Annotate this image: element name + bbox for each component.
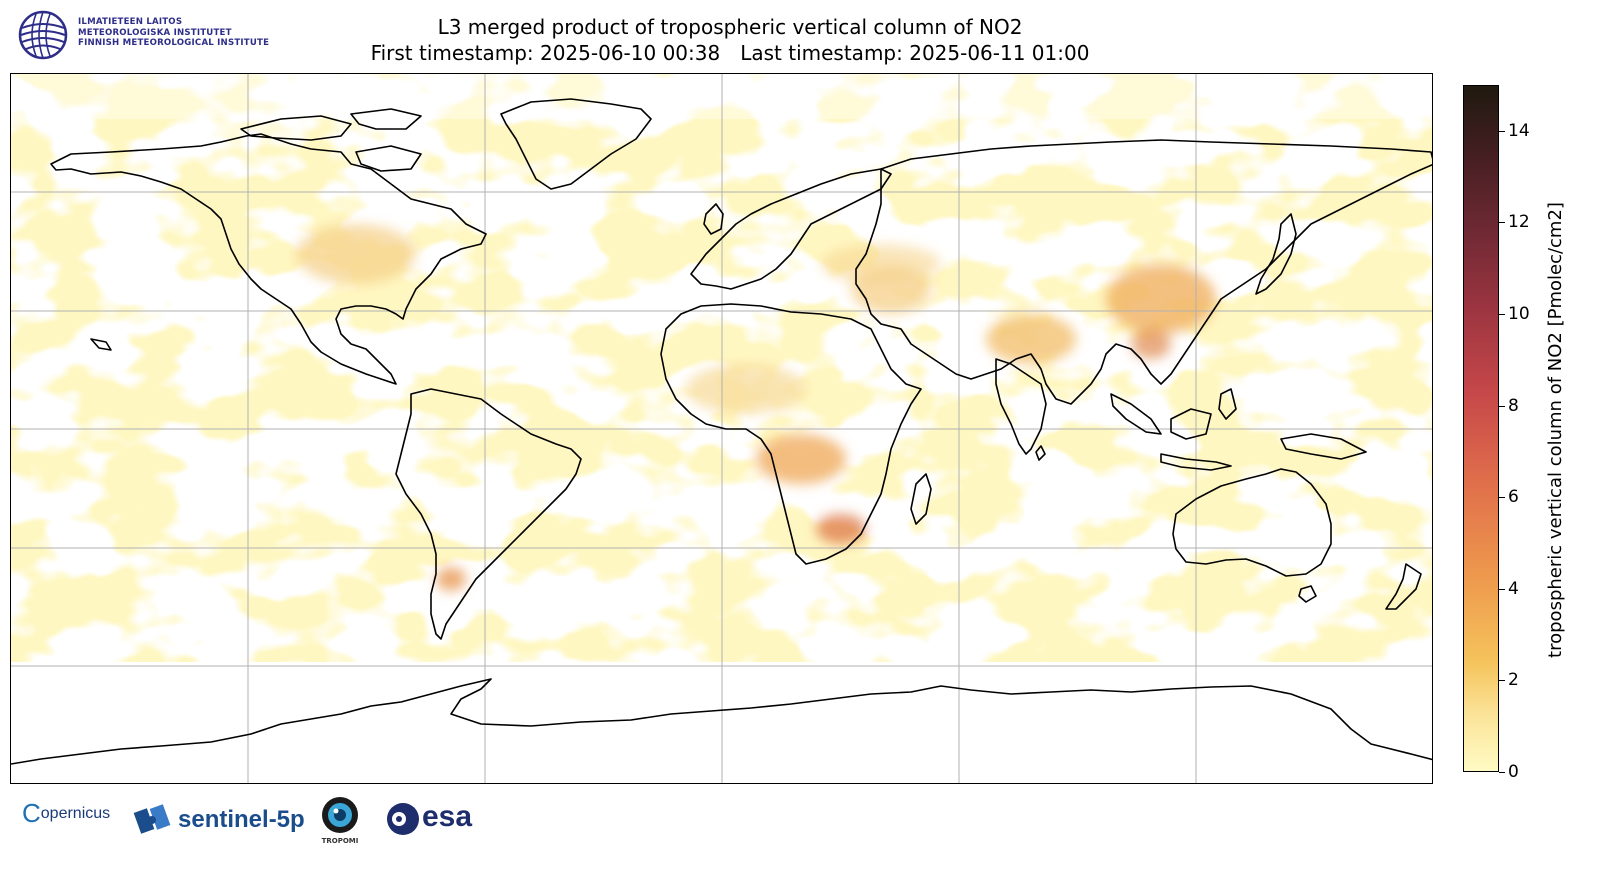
fmi-logo-text: ILMATIETEEN LAITOS METEOROLOGISKA INSTIT…: [78, 17, 270, 48]
copernicus-text: opernicus: [40, 805, 111, 822]
colorbar-tick-label: 4: [1508, 579, 1519, 599]
map-title: L3 merged product of tropospheric vertic…: [0, 14, 1460, 66]
tropomi-eye-icon: [322, 797, 358, 833]
colorbar-tick-mark: [1499, 222, 1505, 223]
colorbar-tick-label: 14: [1508, 121, 1530, 141]
colorbar-title: tropospheric vertical column of NO2 [Pmo…: [1545, 202, 1566, 658]
colorbar-tick-mark: [1499, 497, 1505, 498]
colorbar-tick-label: 12: [1508, 212, 1530, 232]
world-map: [10, 73, 1433, 784]
title-line: L3 merged product of tropospheric vertic…: [437, 15, 1023, 39]
gridlines: [11, 74, 1432, 783]
fmi-emblem-icon: [18, 10, 68, 60]
colorbar-tick-label: 8: [1508, 396, 1519, 416]
copernicus-logo: Copernicus: [22, 798, 110, 829]
fmi-logo: ILMATIETEEN LAITOS METEOROLOGISKA INSTIT…: [18, 10, 308, 60]
no2-hotspots: [296, 224, 1216, 591]
coastlines: [11, 98, 1432, 765]
colorbar-tick-label: 10: [1508, 304, 1530, 324]
esa-e-icon: [387, 803, 419, 835]
colorbar-tick-mark: [1499, 772, 1505, 773]
colorbar-tick-mark: [1499, 589, 1505, 590]
first-timestamp: First timestamp: 2025-06-10 00:38: [370, 41, 721, 65]
colorbar-tick-label: 6: [1508, 487, 1519, 507]
satellite-icon: [133, 804, 171, 834]
last-timestamp: Last timestamp: 2025-06-11 01:00: [740, 41, 1090, 65]
esa-text: esa: [422, 800, 473, 833]
tropomi-logo: TROPOMI: [318, 795, 362, 845]
colorbar-tick-mark: [1499, 314, 1505, 315]
timestamps: First timestamp: 2025-06-10 00:38 Last ti…: [0, 40, 1460, 66]
colorbar-tick-mark: [1499, 131, 1505, 132]
colorbar-tick-label: 2: [1508, 670, 1519, 690]
tropomi-text: TROPOMI: [321, 837, 359, 845]
colorbar-tick-label: 0: [1508, 762, 1519, 782]
colorbar-tick-mark: [1499, 680, 1505, 681]
map-canvas: [11, 74, 1432, 783]
sentinel-5p-logo: sentinel-5p: [133, 800, 305, 840]
sentinel-text: sentinel-5p: [178, 806, 305, 833]
colorbar-tick-mark: [1499, 406, 1505, 407]
copernicus-c-icon: C: [22, 798, 41, 828]
colorbar: [1463, 85, 1499, 772]
